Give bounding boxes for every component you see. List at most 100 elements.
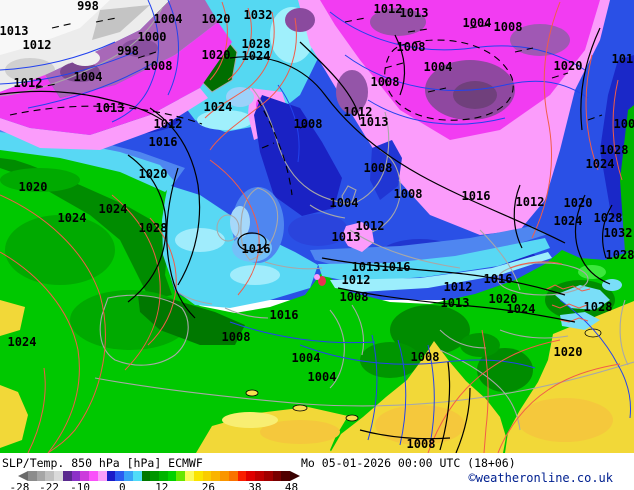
colorbar-segment	[263, 471, 273, 481]
pressure-label: 1016	[484, 272, 513, 286]
colorbar-segment	[71, 471, 81, 481]
colorbar-segment	[36, 471, 46, 481]
colorbar-tick-label: 38	[248, 481, 262, 490]
pressure-label: 1004	[330, 196, 359, 210]
colorbar-segment	[106, 471, 116, 481]
pressure-label: 1008	[411, 350, 440, 364]
pressure-label: 1008	[397, 40, 426, 54]
colorbar-segment	[54, 471, 63, 481]
copyright-link[interactable]: ©weatheronline.co.uk	[468, 471, 614, 485]
colorbar-right-arrow	[290, 471, 301, 481]
pressure-label: 998	[117, 44, 139, 58]
pressure-label: 1013	[96, 101, 125, 115]
pressure-label: 1016	[270, 308, 299, 322]
pressure-label: 1008	[144, 59, 173, 73]
pressure-label: 1020	[554, 345, 583, 359]
pressure-label: 1012	[154, 117, 183, 131]
pressure-label: 1013	[441, 296, 470, 310]
coastlines	[0, 7, 634, 431]
colorbar-segment	[97, 471, 107, 481]
colorbar-segment	[124, 471, 133, 481]
colorbar-segment	[159, 471, 168, 481]
colorbar-tick-label: 12	[155, 481, 169, 490]
pressure-label: 1024	[507, 302, 536, 316]
pressure-label: 1004	[463, 16, 492, 30]
pressure-label: 1004	[308, 370, 337, 384]
pressure-label: 1012	[516, 195, 545, 209]
colorbar-tick-label: 26	[201, 481, 215, 490]
colorbar-segment	[132, 471, 142, 481]
pressure-label: 1028	[600, 143, 629, 157]
isotherm-lines-blue	[0, 0, 631, 446]
colorbar-tick-label: -28	[9, 481, 30, 490]
pressure-label: 1013	[332, 230, 361, 244]
colorbar-segment	[193, 471, 203, 481]
pressure-label: 998	[77, 0, 99, 13]
colorbar-tick-label: 0	[119, 481, 126, 490]
pressure-label: 1020	[564, 196, 593, 210]
temperature-colorbar: -28 -22 -10 0 12 26 38 48	[9, 471, 301, 490]
pressure-label: 1020	[139, 167, 168, 181]
pressure-label: 1016	[382, 260, 411, 274]
pressure-label: 1013	[360, 115, 389, 129]
pressure-label: 1012	[612, 52, 634, 66]
temp-fill-regions	[0, 0, 634, 453]
colorbar-segment	[237, 471, 247, 481]
pressure-label: 1008	[340, 290, 369, 304]
pressure-label: 1013	[0, 24, 28, 38]
pressure-label: 1008	[371, 75, 400, 89]
pressure-label: 1024	[8, 335, 37, 349]
pressure-label: 1012	[374, 2, 403, 16]
pressure-label: 1028	[139, 221, 168, 235]
pressure-label: 1024	[58, 211, 87, 225]
colorbar-tick-label: 48	[284, 481, 299, 490]
pressure-label: 1008	[614, 117, 634, 131]
map-title: SLP/Temp. 850 hPa [hPa] ECMWF	[2, 456, 203, 470]
pressure-label: 1020	[489, 292, 518, 306]
pressure-label: 1028	[594, 211, 623, 225]
pressure-label: 1008	[222, 330, 251, 344]
pressure-label: 1012	[23, 38, 52, 52]
isobar-lines-black	[0, 27, 613, 453]
colorbar-segment	[28, 471, 37, 481]
colorbar-tick-label: -10	[70, 481, 90, 490]
pressure-label: 1008	[294, 117, 323, 131]
pressure-label: 1016	[242, 242, 271, 256]
pressure-label: 1008	[494, 20, 523, 34]
colorbar-segment	[176, 471, 186, 481]
colorbar-segment	[281, 471, 291, 481]
pressure-label: 1016	[462, 189, 491, 203]
colorbar-segment	[255, 471, 264, 481]
pressure-label: 1024	[586, 157, 615, 171]
colorbar-segment	[185, 471, 194, 481]
pressure-label: 1012	[356, 219, 385, 233]
pressure-label: 1008	[407, 437, 436, 451]
colorbar-segment	[62, 471, 72, 481]
pressure-label: 1012	[344, 105, 373, 119]
pressure-label: 1032	[244, 8, 273, 22]
pressure-label: 1024	[99, 202, 128, 216]
pressure-label: 1028	[584, 300, 613, 314]
colorbar-segments	[18, 471, 301, 481]
colorbar-segment	[115, 471, 125, 481]
colorbar-segment	[89, 471, 98, 481]
pressure-label: 1028	[606, 248, 634, 262]
pressure-label: 1004	[154, 12, 183, 26]
pressure-label: 1000	[138, 30, 167, 44]
pressure-label: 1024	[242, 49, 271, 63]
colorbar-tick-label: -22	[39, 481, 59, 490]
pressure-label: 1024	[204, 100, 233, 114]
colorbar-segment	[211, 471, 221, 481]
colorbar-segment	[202, 471, 212, 481]
colorbar-segment	[246, 471, 256, 481]
colorbar-segment	[45, 471, 55, 481]
pressure-label: 1028	[242, 37, 271, 51]
pressure-label: 1020	[202, 12, 231, 26]
isobar-dashes-black	[9, 17, 603, 196]
pressure-label: 1020	[202, 48, 231, 62]
pressure-label: 1008	[364, 161, 393, 175]
pressure-label: 1012	[342, 273, 371, 287]
